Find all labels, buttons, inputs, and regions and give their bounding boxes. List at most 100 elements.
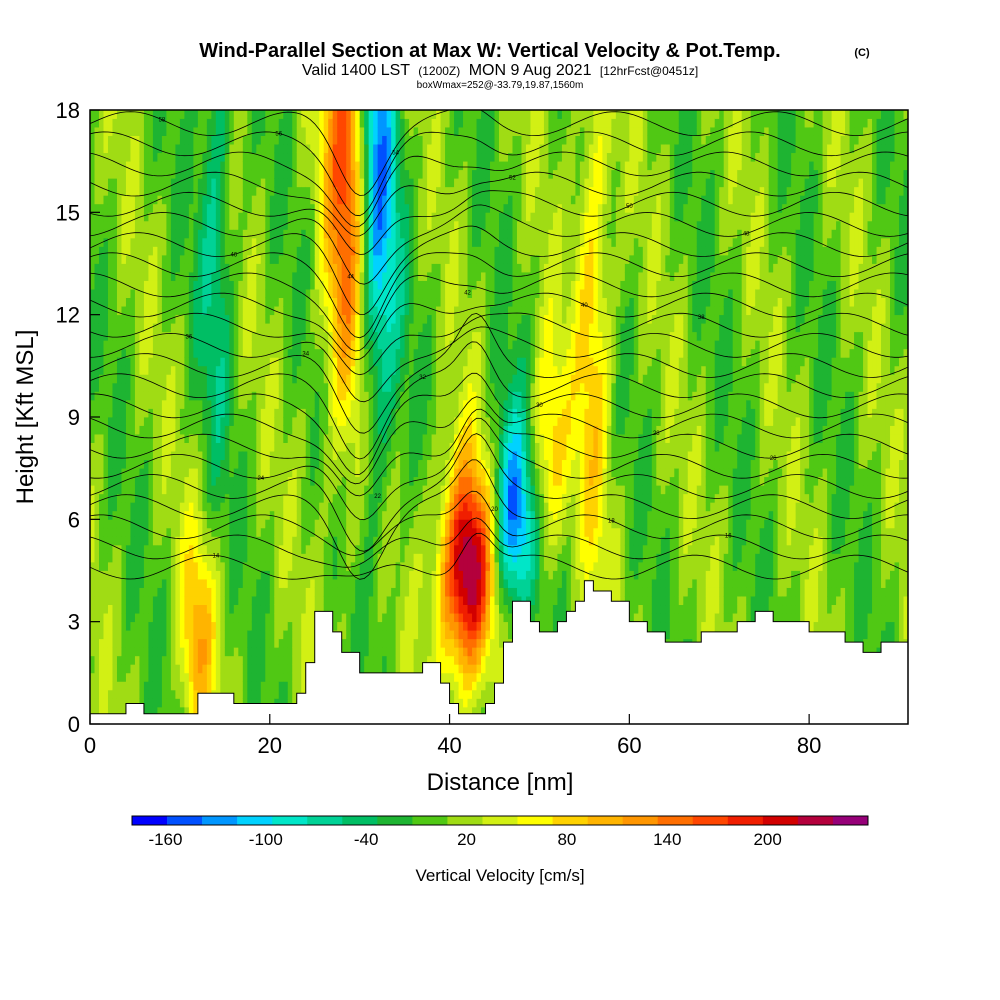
velocity-cell: [400, 664, 406, 674]
velocity-cell: [278, 212, 284, 222]
velocity-cell: [305, 110, 311, 119]
velocity-cell: [350, 127, 356, 136]
velocity-cell: [364, 638, 370, 648]
velocity-cell: [242, 272, 248, 281]
velocity-cell: [94, 408, 100, 418]
velocity-cell: [220, 127, 226, 136]
velocity-cell: [287, 178, 293, 188]
velocity-cell: [148, 485, 154, 495]
velocity-cell: [220, 178, 226, 188]
velocity-cell: [166, 357, 172, 367]
velocity-cell: [125, 365, 131, 375]
velocity-cell: [341, 144, 347, 154]
velocity-cell: [265, 289, 271, 299]
velocity-cell: [211, 451, 217, 461]
velocity-cell: [206, 621, 212, 631]
velocity-cell: [292, 220, 298, 230]
velocity-cell: [341, 169, 347, 179]
velocity-cell: [90, 399, 95, 409]
velocity-cell: [224, 118, 230, 128]
title-copyright-mark: (C): [854, 47, 870, 59]
velocity-cell: [382, 476, 388, 486]
velocity-cell: [202, 110, 208, 119]
velocity-cell: [220, 476, 226, 486]
velocity-cell: [130, 331, 136, 341]
velocity-cell: [157, 604, 163, 614]
velocity-cell: [391, 655, 397, 665]
velocity-cell: [269, 340, 275, 350]
velocity-cell: [202, 468, 208, 478]
velocity-cell: [301, 178, 307, 188]
velocity-cell: [350, 638, 356, 648]
velocity-cell: [377, 203, 383, 213]
velocity-cell: [107, 442, 113, 452]
velocity-cell: [238, 169, 244, 179]
velocity-cell: [175, 254, 181, 264]
velocity-cell: [341, 263, 347, 273]
velocity-cell: [193, 519, 199, 529]
velocity-cell: [269, 468, 275, 478]
velocity-cell: [269, 587, 275, 597]
velocity-cell: [94, 587, 100, 597]
velocity-cell: [188, 587, 194, 597]
velocity-cell: [382, 510, 388, 520]
velocity-cell: [116, 306, 122, 316]
velocity-cell: [179, 127, 185, 136]
velocity-cell: [274, 476, 280, 486]
velocity-cell: [206, 161, 212, 171]
velocity-cell: [368, 519, 374, 529]
velocity-cell: [134, 169, 140, 179]
velocity-cell: [107, 689, 113, 699]
velocity-cell: [305, 527, 311, 537]
velocity-cell: [287, 297, 293, 307]
velocity-cell: [323, 331, 329, 341]
velocity-cell: [220, 229, 226, 239]
velocity-cell: [202, 519, 208, 529]
velocity-cell: [260, 246, 266, 256]
velocity-cell: [274, 237, 280, 247]
velocity-cell: [287, 664, 293, 674]
velocity-cell: [391, 553, 397, 563]
velocity-cell: [260, 681, 266, 691]
velocity-cell: [233, 178, 239, 188]
velocity-cell: [337, 237, 343, 247]
velocity-cell: [368, 647, 374, 657]
velocity-cell: [341, 237, 347, 247]
velocity-cell: [130, 604, 136, 614]
velocity-cell: [319, 195, 325, 205]
velocity-cell: [274, 579, 280, 588]
velocity-cell: [130, 348, 136, 358]
velocity-cell: [251, 485, 257, 495]
velocity-cell: [314, 152, 320, 162]
velocity-cell: [395, 186, 401, 196]
velocity-cell: [332, 169, 338, 179]
velocity-cell: [161, 263, 167, 273]
velocity-cell: [382, 587, 388, 597]
velocity-cell: [260, 417, 266, 426]
velocity-cell: [152, 229, 158, 239]
velocity-cell: [98, 399, 104, 409]
velocity-cell: [269, 655, 275, 665]
velocity-cell: [179, 229, 185, 239]
velocity-cell: [103, 229, 109, 239]
velocity-cell: [157, 587, 163, 597]
velocity-cell: [301, 254, 307, 264]
velocity-cell: [265, 664, 271, 674]
velocity-cell: [116, 203, 122, 213]
velocity-cell: [107, 587, 113, 597]
velocity-cell: [337, 425, 343, 435]
velocity-cell: [112, 425, 118, 435]
velocity-cell: [314, 220, 320, 230]
velocity-cell: [107, 144, 113, 154]
velocity-cell: [292, 468, 298, 478]
velocity-cell: [382, 399, 388, 409]
velocity-cell: [197, 152, 203, 162]
velocity-cell: [139, 536, 145, 546]
velocity-cell: [364, 391, 370, 401]
velocity-cell: [193, 561, 199, 571]
velocity-cell: [274, 348, 280, 358]
velocity-cell: [251, 229, 257, 239]
velocity-cell: [166, 237, 172, 247]
velocity-cell: [175, 203, 181, 213]
velocity-cell: [301, 561, 307, 571]
